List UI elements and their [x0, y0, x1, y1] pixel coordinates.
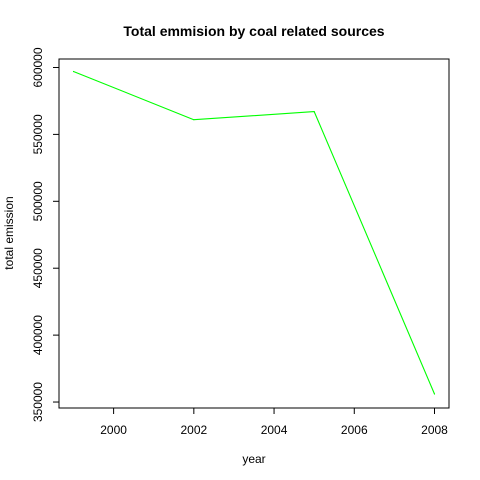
- x-axis: 2000 2002 2004 2006 2008: [100, 408, 448, 437]
- data-point-2002: [193, 119, 195, 121]
- y-tick-label: 550000: [31, 114, 45, 154]
- y-tick-label: 500000: [31, 181, 45, 221]
- chart-title: Total emmision by coal related sources: [123, 23, 384, 39]
- plot-frame: [58, 58, 450, 409]
- data-point-1999: [72, 70, 75, 73]
- series-layer: [72, 70, 436, 395]
- y-axis-label: total emission: [2, 196, 16, 269]
- x-tick-label: 2008: [421, 423, 448, 437]
- series-line-0: [73, 70, 436, 395]
- x-tick-label: 2002: [180, 423, 207, 437]
- y-tick-label: 600000: [31, 47, 45, 87]
- y-axis: 350000 400000 450000 500000 550000 600000: [31, 47, 59, 422]
- y-tick-label: 450000: [31, 248, 45, 288]
- y-tick-label: 350000: [31, 382, 45, 422]
- x-tick-label: 2000: [100, 423, 127, 437]
- x-tick-label: 2004: [261, 423, 288, 437]
- y-tick-label: 400000: [31, 315, 45, 355]
- data-point-2005: [313, 111, 315, 113]
- data-point-2008: [433, 393, 436, 395]
- x-tick-label: 2006: [341, 423, 368, 437]
- x-axis-label: year: [242, 452, 265, 466]
